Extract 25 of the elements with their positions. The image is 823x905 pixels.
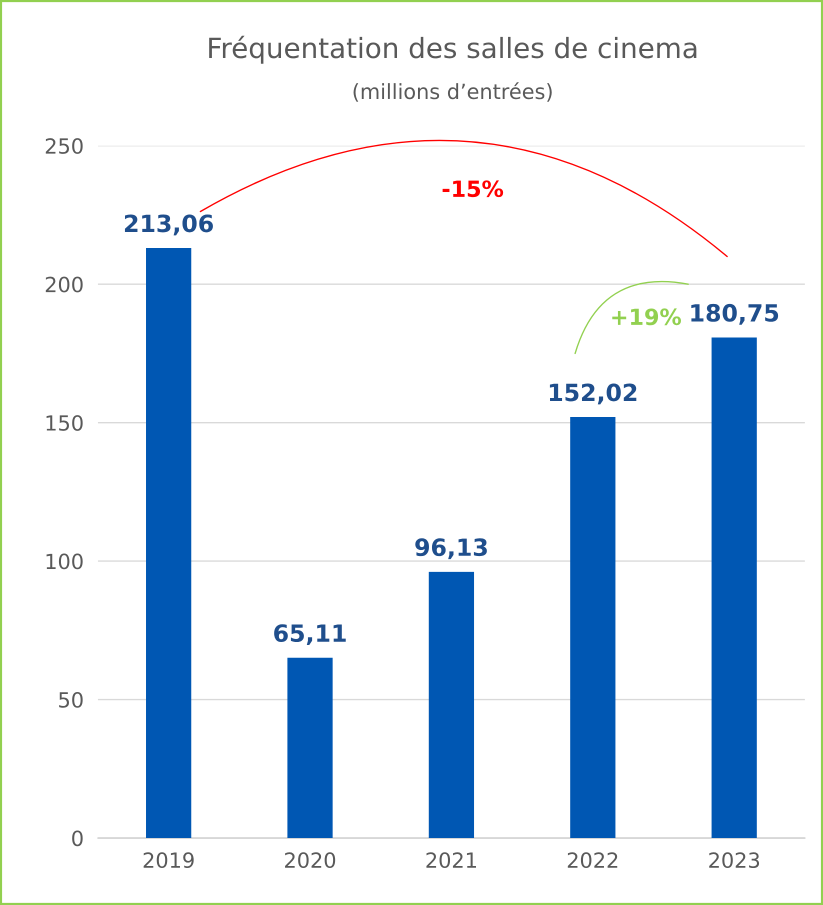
data-label: 213,06 (124, 214, 213, 236)
x-tick-label: 2021 (426, 852, 476, 868)
bar (712, 337, 757, 838)
data-label: 65,11 (274, 624, 346, 646)
bar (428, 572, 474, 838)
bar (570, 417, 616, 838)
x-tick-label: 2020 (285, 852, 336, 868)
annotation: +19% (612, 308, 682, 326)
bar (287, 658, 333, 838)
y-tick-label: 0 (72, 830, 83, 846)
x-tick-label: 2019 (144, 852, 194, 868)
data-label: 96,13 (415, 538, 487, 560)
data-label: 152,02 (550, 383, 636, 404)
y-tick-label: 100 (46, 554, 83, 570)
chart-subtitle: (millions d’entrées) (354, 82, 552, 102)
y-tick-label: 200 (46, 276, 83, 292)
chart-title: Fréquentation des salles de cinema (209, 36, 696, 64)
x-tick-label: 2023 (709, 852, 760, 868)
x-tick-label: 2022 (568, 852, 618, 868)
y-tick-label: 50 (59, 692, 83, 708)
bar (146, 248, 192, 838)
y-tick-label: 250 (46, 138, 83, 154)
data-label: 180,75 (691, 304, 778, 325)
y-tick-label: 150 (46, 415, 83, 431)
annotation: -15% (442, 180, 504, 198)
